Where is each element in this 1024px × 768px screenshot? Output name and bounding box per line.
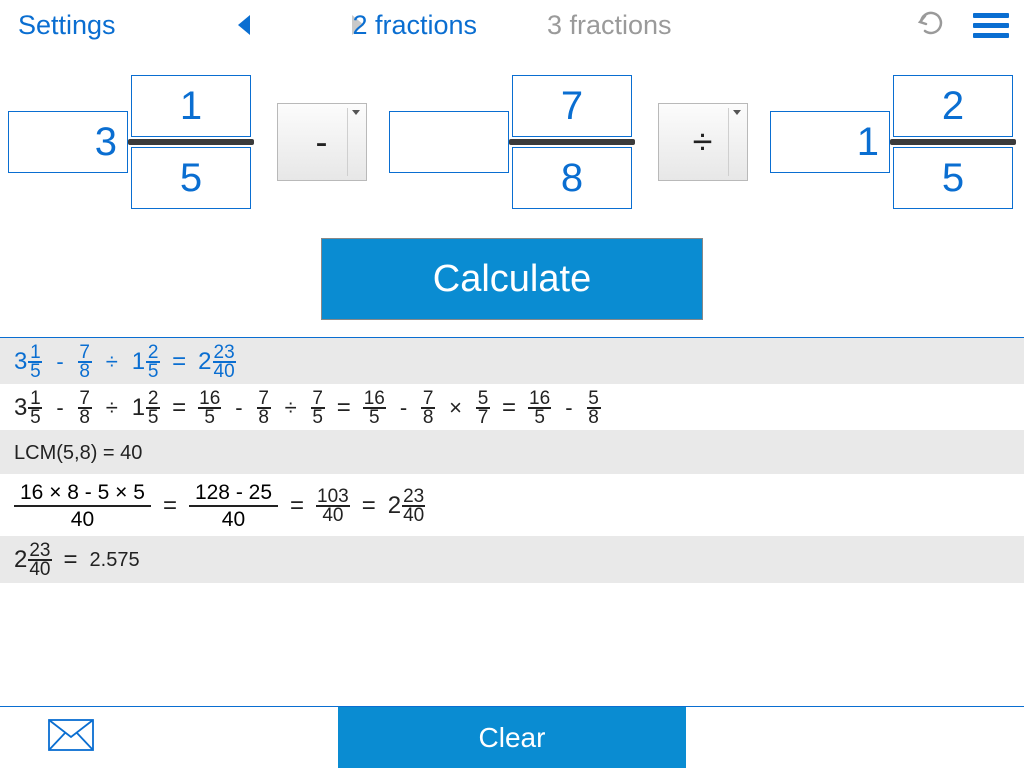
mixed-fraction: 315	[14, 344, 42, 380]
operator-2-value: ÷	[693, 121, 713, 163]
equals-symbol: =	[496, 394, 522, 422]
equals-symbol: =	[356, 492, 382, 520]
fraction: 57	[476, 390, 490, 426]
fraction-1-denominator[interactable]: 5	[131, 147, 251, 209]
result-line: 315-78÷125=22340	[0, 338, 1024, 384]
chevron-down-icon	[352, 110, 360, 115]
equals-symbol: =	[166, 348, 192, 376]
mixed-fraction: 125	[132, 344, 160, 380]
mixed-fraction: 22340	[198, 344, 236, 380]
result-line: 315-78÷125=165-78÷75=165-78×57=165-58	[0, 384, 1024, 430]
fraction: 78	[78, 390, 92, 426]
operator-symbol: ÷	[98, 349, 126, 375]
mail-icon[interactable]	[48, 719, 94, 756]
fraction: 78	[421, 390, 435, 426]
result-line: 22340= 2.575	[0, 536, 1024, 582]
expression-fraction: 128 - 2540	[189, 480, 278, 532]
mixed-fraction: 315	[14, 390, 42, 426]
equals-symbol: =	[157, 492, 183, 520]
equals-symbol: =	[58, 546, 84, 574]
fraction-1-whole[interactable]: 3	[8, 111, 128, 173]
fraction-1-bar	[128, 139, 254, 145]
equals-symbol: =	[166, 394, 192, 422]
operator-2-select[interactable]: ÷	[658, 103, 748, 181]
fraction: 165	[528, 390, 551, 426]
fraction-1: 3 1 5	[8, 75, 254, 209]
operator-symbol: ÷	[277, 395, 305, 421]
fraction: 75	[311, 390, 325, 426]
result-text: LCM(5,8) = 40	[14, 442, 142, 465]
calculate-button[interactable]: Calculate	[322, 239, 702, 319]
settings-link[interactable]: Settings	[18, 10, 116, 41]
fraction: 165	[198, 390, 221, 426]
result-line: 16 × 8 - 5 × 540=128 - 2540=10340=22340	[0, 474, 1024, 536]
topbar: Settings 2 fractions 3 fractions	[0, 0, 1024, 60]
clear-button[interactable]: Clear	[338, 707, 686, 768]
fraction-3-whole[interactable]: 1	[770, 111, 890, 173]
prev-arrow-icon[interactable]	[236, 13, 256, 37]
fraction-2-numerator[interactable]: 7	[512, 75, 632, 137]
equals-symbol: =	[284, 492, 310, 520]
fraction-2: 7 8	[389, 75, 635, 209]
menu-icon[interactable]	[973, 13, 1009, 38]
tab-2-fractions[interactable]: 2 fractions	[352, 10, 477, 41]
operator-1-value: -	[316, 121, 328, 163]
mixed-fraction: 22340	[388, 488, 426, 524]
fraction: 165	[363, 390, 386, 426]
result-line: LCM(5,8) = 40	[0, 430, 1024, 474]
expression-fraction: 16 × 8 - 5 × 540	[14, 480, 151, 532]
result-text: 2.575	[90, 549, 140, 572]
results-panel: 315-78÷125=22340315-78÷125=165-78÷75=165…	[0, 338, 1024, 583]
tab-3-fractions[interactable]: 3 fractions	[547, 10, 672, 41]
fraction-3: 1 2 5	[770, 75, 1016, 209]
operator-symbol: -	[48, 395, 71, 421]
fraction-2-denominator[interactable]: 8	[512, 147, 632, 209]
fraction-1-numerator[interactable]: 1	[131, 75, 251, 137]
fraction: 78	[78, 344, 92, 380]
fraction: 58	[587, 390, 601, 426]
fraction-2-bar	[509, 139, 635, 145]
operator-symbol: -	[48, 349, 71, 375]
operator-symbol: ×	[441, 395, 470, 421]
operator-1-select[interactable]: -	[277, 103, 367, 181]
undo-icon[interactable]	[915, 8, 945, 43]
operator-symbol: -	[557, 395, 580, 421]
equals-symbol: =	[331, 394, 357, 422]
operator-symbol: -	[227, 395, 250, 421]
fraction-3-bar	[890, 139, 1016, 145]
mixed-fraction: 22340	[14, 542, 52, 578]
operator-symbol: -	[392, 395, 415, 421]
operator-symbol: ÷	[98, 395, 126, 421]
fraction-3-denominator[interactable]: 5	[893, 147, 1013, 209]
chevron-down-icon	[733, 110, 741, 115]
fraction-2-whole[interactable]	[389, 111, 509, 173]
mixed-fraction: 125	[132, 390, 160, 426]
fraction-3-numerator[interactable]: 2	[893, 75, 1013, 137]
fraction: 10340	[316, 488, 350, 524]
bottombar: Clear	[0, 706, 1024, 768]
fraction-input-row: 3 1 5 - 7 8 ÷ 1 2 5	[0, 60, 1024, 219]
fraction: 78	[257, 390, 271, 426]
